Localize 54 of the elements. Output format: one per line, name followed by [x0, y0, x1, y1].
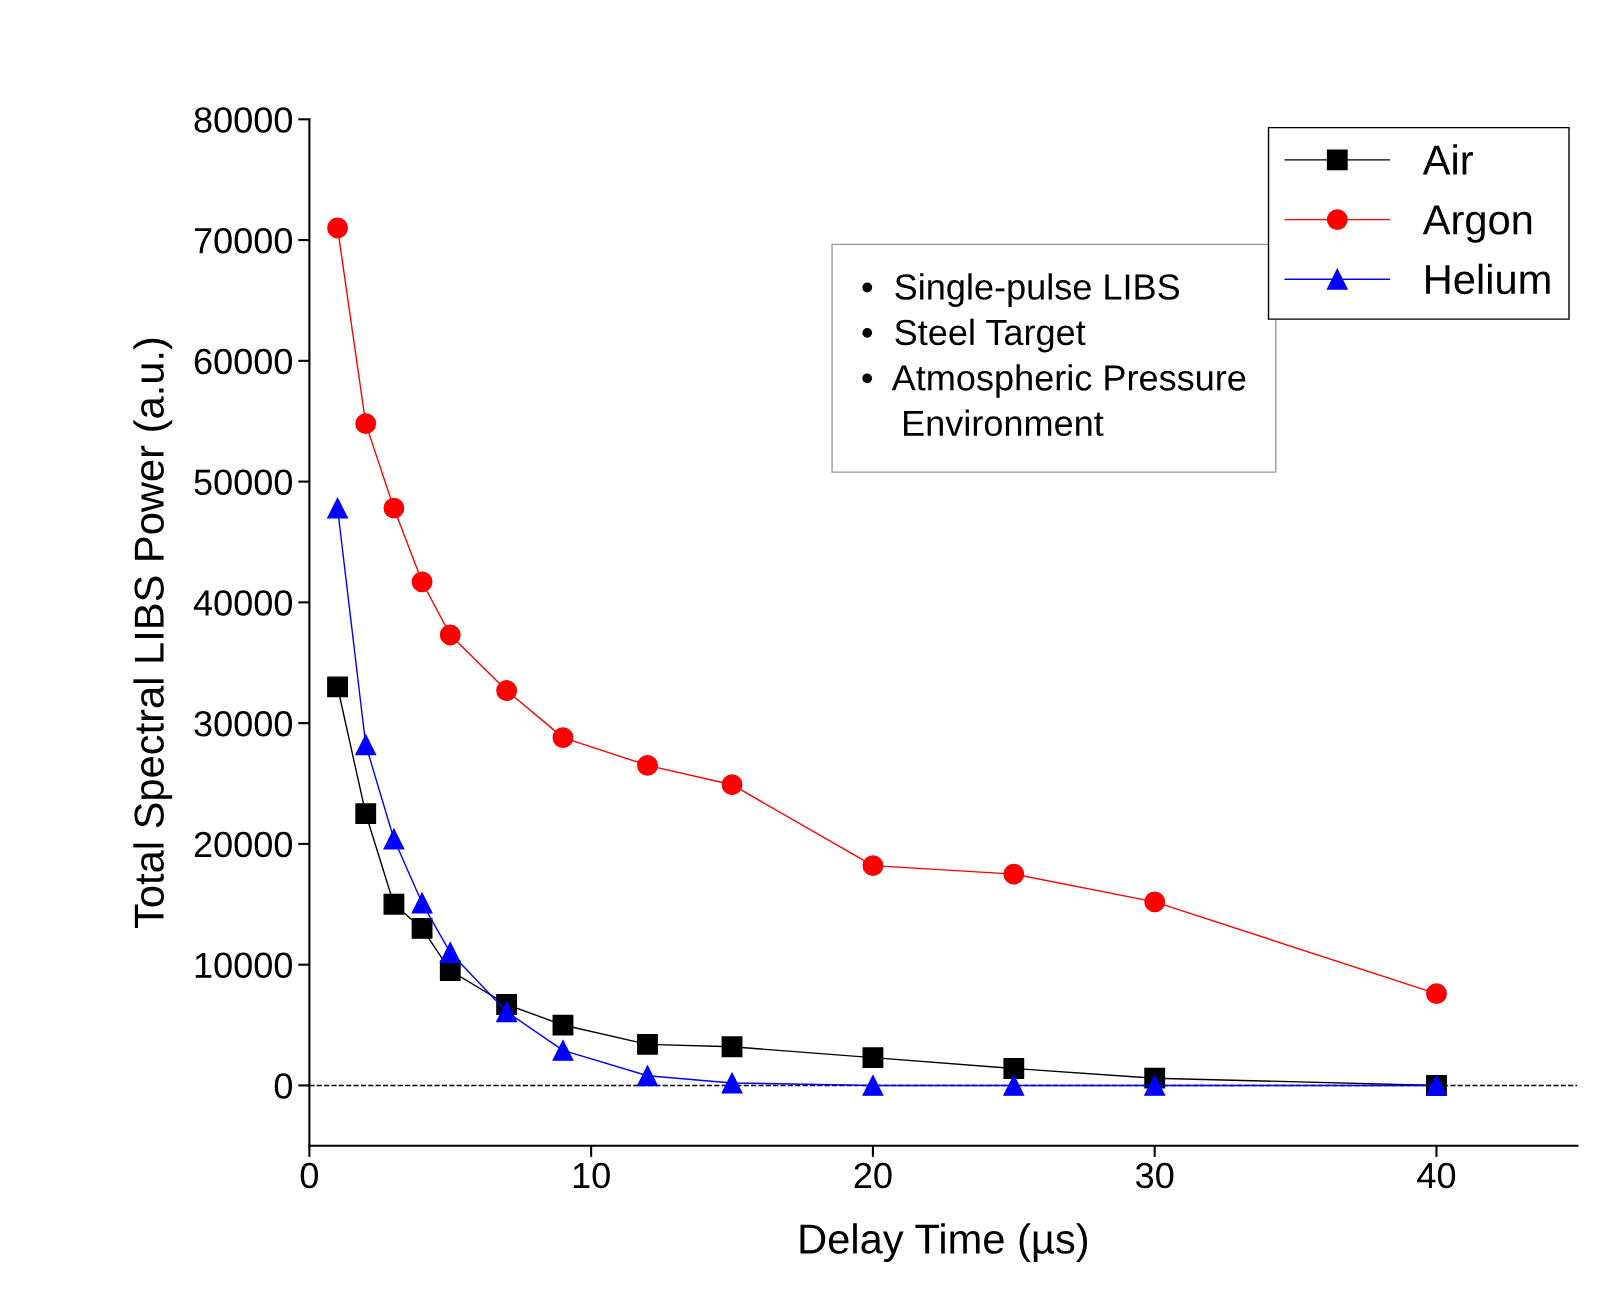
point [327, 497, 348, 519]
y-tick-label: 0 [274, 1073, 292, 1099]
point [439, 624, 461, 646]
point [637, 754, 658, 776]
y-tick-label: 40000 [193, 590, 292, 616]
point [1426, 983, 1447, 1005]
y-tick-label: 10000 [195, 952, 292, 979]
point [496, 680, 518, 701]
point [1144, 1075, 1166, 1096]
x-tick-label: 10 [573, 1162, 610, 1189]
point [383, 497, 405, 519]
y-tick-label: 20000 [194, 831, 292, 858]
point [355, 734, 377, 756]
point [721, 774, 743, 796]
point [637, 1033, 658, 1055]
point [721, 1072, 743, 1094]
point [552, 727, 574, 749]
point [327, 676, 348, 698]
point [552, 1039, 574, 1061]
point [439, 942, 461, 964]
point [327, 217, 348, 239]
x-tick-label: 20 [854, 1162, 892, 1189]
point [637, 1065, 658, 1087]
legend-label: Helium [1426, 263, 1550, 295]
y-tick-label: 70000 [194, 227, 292, 254]
legend-label: Argon [1422, 205, 1532, 243]
point [355, 413, 377, 435]
y-tick-label: 80000 [194, 107, 292, 133]
point [355, 803, 377, 825]
point [1003, 1075, 1025, 1096]
point [411, 918, 433, 939]
y-tick-label: 60000 [194, 348, 292, 375]
point [411, 892, 433, 914]
point [496, 1001, 518, 1023]
point [411, 571, 433, 593]
y-tick-label: 50000 [194, 469, 292, 496]
point [1144, 891, 1166, 913]
point [862, 1047, 884, 1069]
point [1003, 863, 1025, 885]
point [862, 1075, 884, 1096]
annotation: • Single-pulse LIBS • Steel Target • Atmospheric Pressure Environment [862, 273, 1246, 437]
point [383, 828, 405, 850]
legend-label: Air [1422, 144, 1473, 175]
x-axis-title: Delay Time (µs) [800, 1223, 1088, 1263]
x-tick-label: 40 [1417, 1162, 1456, 1189]
point [721, 1036, 743, 1058]
point [383, 893, 405, 915]
point [862, 855, 884, 877]
y-axis-title: Total Spectral LIBS Power (a.u.) [133, 338, 173, 929]
point [552, 1014, 574, 1036]
point [1003, 1058, 1025, 1079]
x-tick-label: 0 [300, 1162, 319, 1189]
x-tick-label: 30 [1135, 1162, 1174, 1189]
y-tick-label: 30000 [194, 711, 292, 737]
